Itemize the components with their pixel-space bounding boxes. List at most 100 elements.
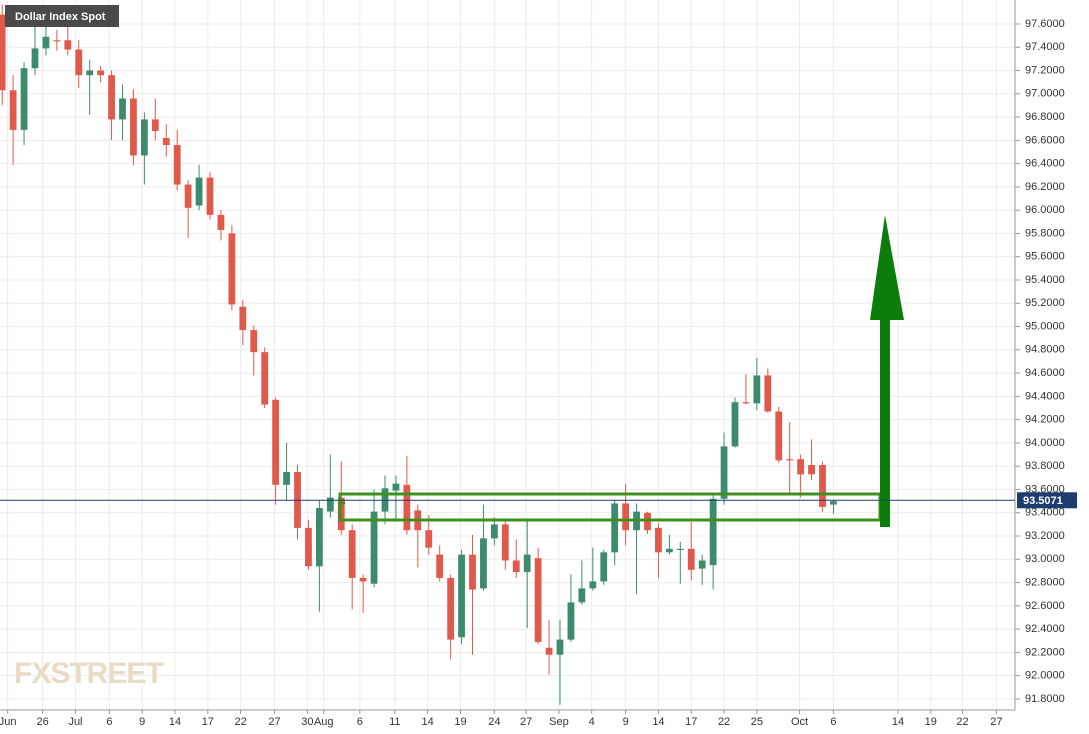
candle-body bbox=[523, 554, 531, 573]
y-tick-label: 91.8000 bbox=[1025, 693, 1065, 705]
title-box bbox=[5, 5, 119, 27]
candle-body bbox=[184, 184, 192, 208]
candle-body bbox=[469, 554, 476, 590]
y-tick-label: 94.2000 bbox=[1025, 414, 1065, 426]
candle-body bbox=[195, 177, 203, 206]
candle-body bbox=[86, 70, 94, 76]
y-tick-label: 92.0000 bbox=[1025, 670, 1065, 682]
x-tick-label: 19 bbox=[454, 716, 466, 728]
y-tick-label: 92.8000 bbox=[1025, 576, 1065, 588]
last-price-box bbox=[1017, 492, 1077, 509]
x-tick-label: 14 bbox=[169, 716, 181, 728]
candle-body bbox=[786, 459, 794, 461]
y-tick-label: 93.0000 bbox=[1025, 553, 1065, 565]
x-tick-label: 25 bbox=[751, 716, 763, 728]
candle-body bbox=[534, 558, 542, 642]
candle-body bbox=[709, 498, 717, 566]
y-tick-label: 96.4000 bbox=[1025, 158, 1065, 170]
candle-body bbox=[0, 14, 6, 91]
y-tick-label: 96.0000 bbox=[1025, 204, 1065, 216]
candle-body bbox=[600, 552, 608, 582]
y-tick-label: 95.0000 bbox=[1025, 320, 1065, 332]
candle-body bbox=[162, 138, 170, 146]
up-arrow bbox=[870, 215, 904, 527]
x-tick-label: 4 bbox=[589, 716, 595, 728]
x-tick-label: 19 bbox=[925, 716, 937, 728]
candle-body bbox=[512, 560, 520, 573]
x-tick-label: 14 bbox=[652, 716, 664, 728]
candle-body bbox=[119, 98, 126, 120]
y-tick-label: 94.8000 bbox=[1025, 344, 1065, 356]
candle-body bbox=[808, 465, 815, 475]
y-tick-label: 92.2000 bbox=[1025, 646, 1065, 658]
candle-body bbox=[315, 508, 323, 567]
candle-body bbox=[436, 554, 444, 578]
candle-body bbox=[687, 548, 695, 570]
y-tick-label: 95.2000 bbox=[1025, 297, 1065, 309]
candle-body bbox=[676, 548, 684, 550]
x-tick-label: 24 bbox=[488, 716, 500, 728]
candle-body bbox=[458, 554, 465, 638]
x-tick-label: 6 bbox=[357, 716, 363, 728]
chart-title: Dollar Index Spot bbox=[15, 11, 106, 23]
candle-body bbox=[151, 119, 159, 132]
candle-body bbox=[665, 548, 673, 553]
x-tick-label: 9 bbox=[139, 716, 145, 728]
y-tick-label: 93.4000 bbox=[1025, 507, 1065, 519]
candle-body bbox=[250, 330, 258, 353]
y-tick-label: 92.4000 bbox=[1025, 623, 1065, 635]
y-tick-label: 97.0000 bbox=[1025, 88, 1065, 100]
candle-body bbox=[97, 70, 105, 76]
candle-body bbox=[261, 352, 269, 405]
candle-body bbox=[140, 119, 148, 156]
y-tick-label: 97.4000 bbox=[1025, 41, 1065, 53]
x-tick-label: 27 bbox=[268, 716, 280, 728]
candle-body bbox=[556, 639, 564, 655]
x-tick-label: 14 bbox=[422, 716, 434, 728]
candle-body bbox=[53, 40, 61, 42]
x-tick-label: 27 bbox=[520, 716, 532, 728]
candle-body bbox=[64, 40, 72, 50]
candle-body bbox=[545, 647, 553, 655]
candle-body bbox=[31, 48, 39, 69]
candle-body bbox=[206, 177, 214, 215]
candle-body bbox=[753, 375, 761, 404]
candle-body bbox=[567, 602, 575, 640]
x-tick-label: Aug bbox=[314, 716, 334, 728]
x-tick-label: 30 bbox=[301, 716, 313, 728]
candle-body bbox=[447, 577, 455, 640]
x-tick-label: 22 bbox=[718, 716, 730, 728]
candle-body bbox=[130, 98, 137, 156]
y-tick-label: 93.8000 bbox=[1025, 460, 1065, 472]
x-tick-label: Jun bbox=[0, 716, 17, 728]
y-tick-label: 97.6000 bbox=[1025, 18, 1065, 30]
x-tick-label: 14 bbox=[892, 716, 904, 728]
candle-body bbox=[42, 36, 50, 49]
candle-body bbox=[108, 75, 115, 120]
candle-body bbox=[283, 472, 290, 485]
candle-body bbox=[20, 68, 28, 130]
x-tick-label: 6 bbox=[106, 716, 112, 728]
candle-body bbox=[622, 503, 630, 531]
candle-body bbox=[348, 530, 356, 578]
y-tick-label: 96.8000 bbox=[1025, 111, 1065, 123]
candle-body bbox=[720, 446, 728, 499]
candle-body bbox=[742, 402, 750, 404]
y-tick-label: 96.6000 bbox=[1025, 134, 1065, 146]
candle-body bbox=[819, 465, 826, 507]
y-tick-label: 95.8000 bbox=[1025, 227, 1065, 239]
y-tick-label: 95.4000 bbox=[1025, 274, 1065, 286]
y-tick-label: 94.0000 bbox=[1025, 437, 1065, 449]
y-tick-label: 96.2000 bbox=[1025, 181, 1065, 193]
candle-body bbox=[239, 306, 247, 331]
candle-body bbox=[392, 483, 400, 491]
y-tick-label: 95.6000 bbox=[1025, 251, 1065, 263]
candle-body bbox=[611, 503, 619, 553]
y-tick-label: 92.6000 bbox=[1025, 600, 1065, 612]
x-tick-label: 6 bbox=[830, 716, 836, 728]
candle-body bbox=[655, 527, 662, 553]
x-tick-label: 27 bbox=[990, 716, 1002, 728]
x-tick-label: Jul bbox=[68, 716, 82, 728]
